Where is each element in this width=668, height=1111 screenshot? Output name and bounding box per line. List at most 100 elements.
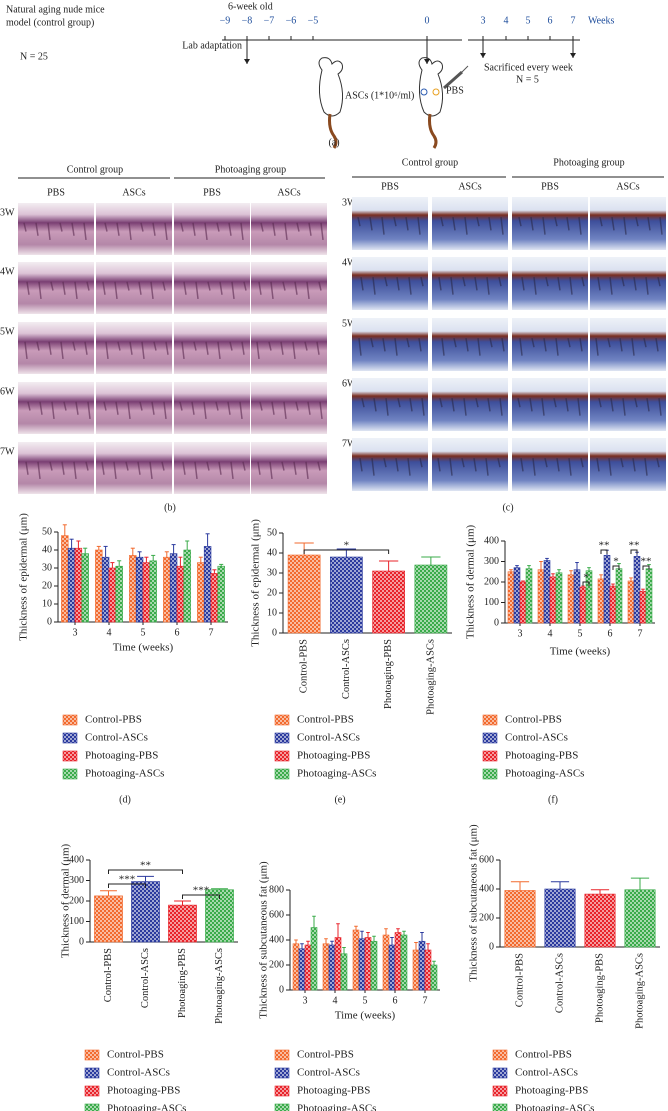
error-bar <box>62 524 67 536</box>
x-tick-label: Control-ASCs <box>140 948 151 1008</box>
histology-texture <box>657 276 661 287</box>
histology-texture <box>501 338 505 352</box>
bar <box>639 590 647 624</box>
error-bar <box>100 890 117 896</box>
y-tick-label: 40 <box>42 544 52 555</box>
histology-texture <box>183 281 187 295</box>
histology-texture <box>437 458 441 472</box>
legend-swatch <box>274 768 290 780</box>
y-tick-label: 600 <box>479 854 494 865</box>
histology-texture <box>521 277 525 291</box>
bar <box>358 938 366 991</box>
x-tick-label: Control-ASCs <box>554 953 565 1013</box>
histology-texture <box>497 457 501 468</box>
row-label: 5W <box>342 318 357 329</box>
error-bar <box>587 567 591 571</box>
mouse-illustration <box>318 57 469 149</box>
histology-texture <box>488 217 492 231</box>
histology-texture <box>395 458 399 472</box>
panel-label: (b) <box>164 502 176 513</box>
histology-texture <box>597 277 601 291</box>
y-tick-label: 50 <box>42 526 52 537</box>
histology-texture <box>292 341 296 360</box>
legend-swatch <box>482 750 498 762</box>
significance-label: ** <box>629 540 640 552</box>
histology-texture <box>357 216 361 227</box>
bar <box>101 556 110 623</box>
legend-swatch <box>482 714 498 726</box>
error-bar <box>569 570 573 575</box>
histology-image <box>251 382 327 434</box>
histology-texture <box>101 461 105 475</box>
histology-texture <box>141 341 145 360</box>
significance-bracket <box>303 549 390 554</box>
y-tick-label: 600 <box>269 909 284 920</box>
legend-swatch <box>274 1085 290 1097</box>
x-tick-label: Control-PBS <box>103 948 114 1002</box>
histology-image <box>590 257 666 310</box>
histology-texture <box>408 277 412 295</box>
error-bar <box>198 556 203 563</box>
timeline-tick-label: −6 <box>286 15 297 26</box>
histology-texture <box>449 458 453 476</box>
legend-label: Photoaging-ASCs <box>107 1103 186 1111</box>
y-tick-label: 10 <box>267 607 277 618</box>
histology-texture <box>519 338 523 356</box>
histology-texture <box>113 461 117 480</box>
row-label: 7W <box>0 446 15 457</box>
x-tick-label: Photoaging-ASCs <box>634 953 645 1029</box>
bar <box>95 549 103 623</box>
histology-texture <box>182 461 186 475</box>
arrow-head <box>570 53 576 58</box>
legend-label: Photoaging-PBS <box>515 1085 588 1097</box>
histology-texture <box>465 338 469 352</box>
error-bar <box>306 940 310 945</box>
group-header: Control group <box>402 157 458 168</box>
histology-texture <box>474 277 478 291</box>
histology-texture <box>72 341 76 351</box>
histology-texture <box>383 457 387 468</box>
histology-texture <box>256 341 260 360</box>
legend-swatch <box>62 714 78 726</box>
error-bar <box>212 569 217 574</box>
histology-texture <box>105 341 109 360</box>
histology-texture <box>655 338 659 352</box>
histology-texture <box>532 458 536 476</box>
histology-texture <box>60 341 64 360</box>
histology-texture <box>596 458 600 472</box>
bar <box>603 555 611 624</box>
error-bar <box>515 565 519 568</box>
legend-swatch <box>492 1085 508 1097</box>
y-tick-label: 400 <box>484 535 499 546</box>
histology-texture <box>62 281 66 295</box>
row-label: 6W <box>342 378 357 389</box>
bar <box>645 568 653 624</box>
timeline-tick-label: 3 <box>481 15 486 26</box>
histology-texture <box>61 461 65 475</box>
histology-image <box>512 378 588 431</box>
legend-swatch <box>274 750 290 762</box>
histology-texture <box>114 281 118 300</box>
histology-texture <box>418 338 422 352</box>
label: model (control group) <box>6 17 94 28</box>
significance-label: * <box>344 540 350 552</box>
legend-swatch <box>274 1103 290 1111</box>
histology-texture <box>219 281 223 295</box>
bar <box>424 949 432 991</box>
legend-swatch <box>62 732 78 744</box>
histology-texture <box>258 281 262 295</box>
histology-texture <box>473 458 477 472</box>
histology-texture <box>137 461 141 475</box>
bar <box>298 948 306 991</box>
histology-image <box>174 203 250 255</box>
x-tick-label: 7 <box>638 628 643 639</box>
column-header: ASCs <box>616 181 639 192</box>
histology-texture <box>217 341 221 360</box>
y-tick-label: 400 <box>269 934 284 945</box>
error-bar <box>360 930 364 939</box>
error-bar <box>83 547 88 554</box>
legend-label: Photoaging-ASCs <box>505 768 584 780</box>
error-bar <box>599 574 603 579</box>
timeline-tick-label: −7 <box>264 15 275 26</box>
histology-texture <box>631 338 635 356</box>
